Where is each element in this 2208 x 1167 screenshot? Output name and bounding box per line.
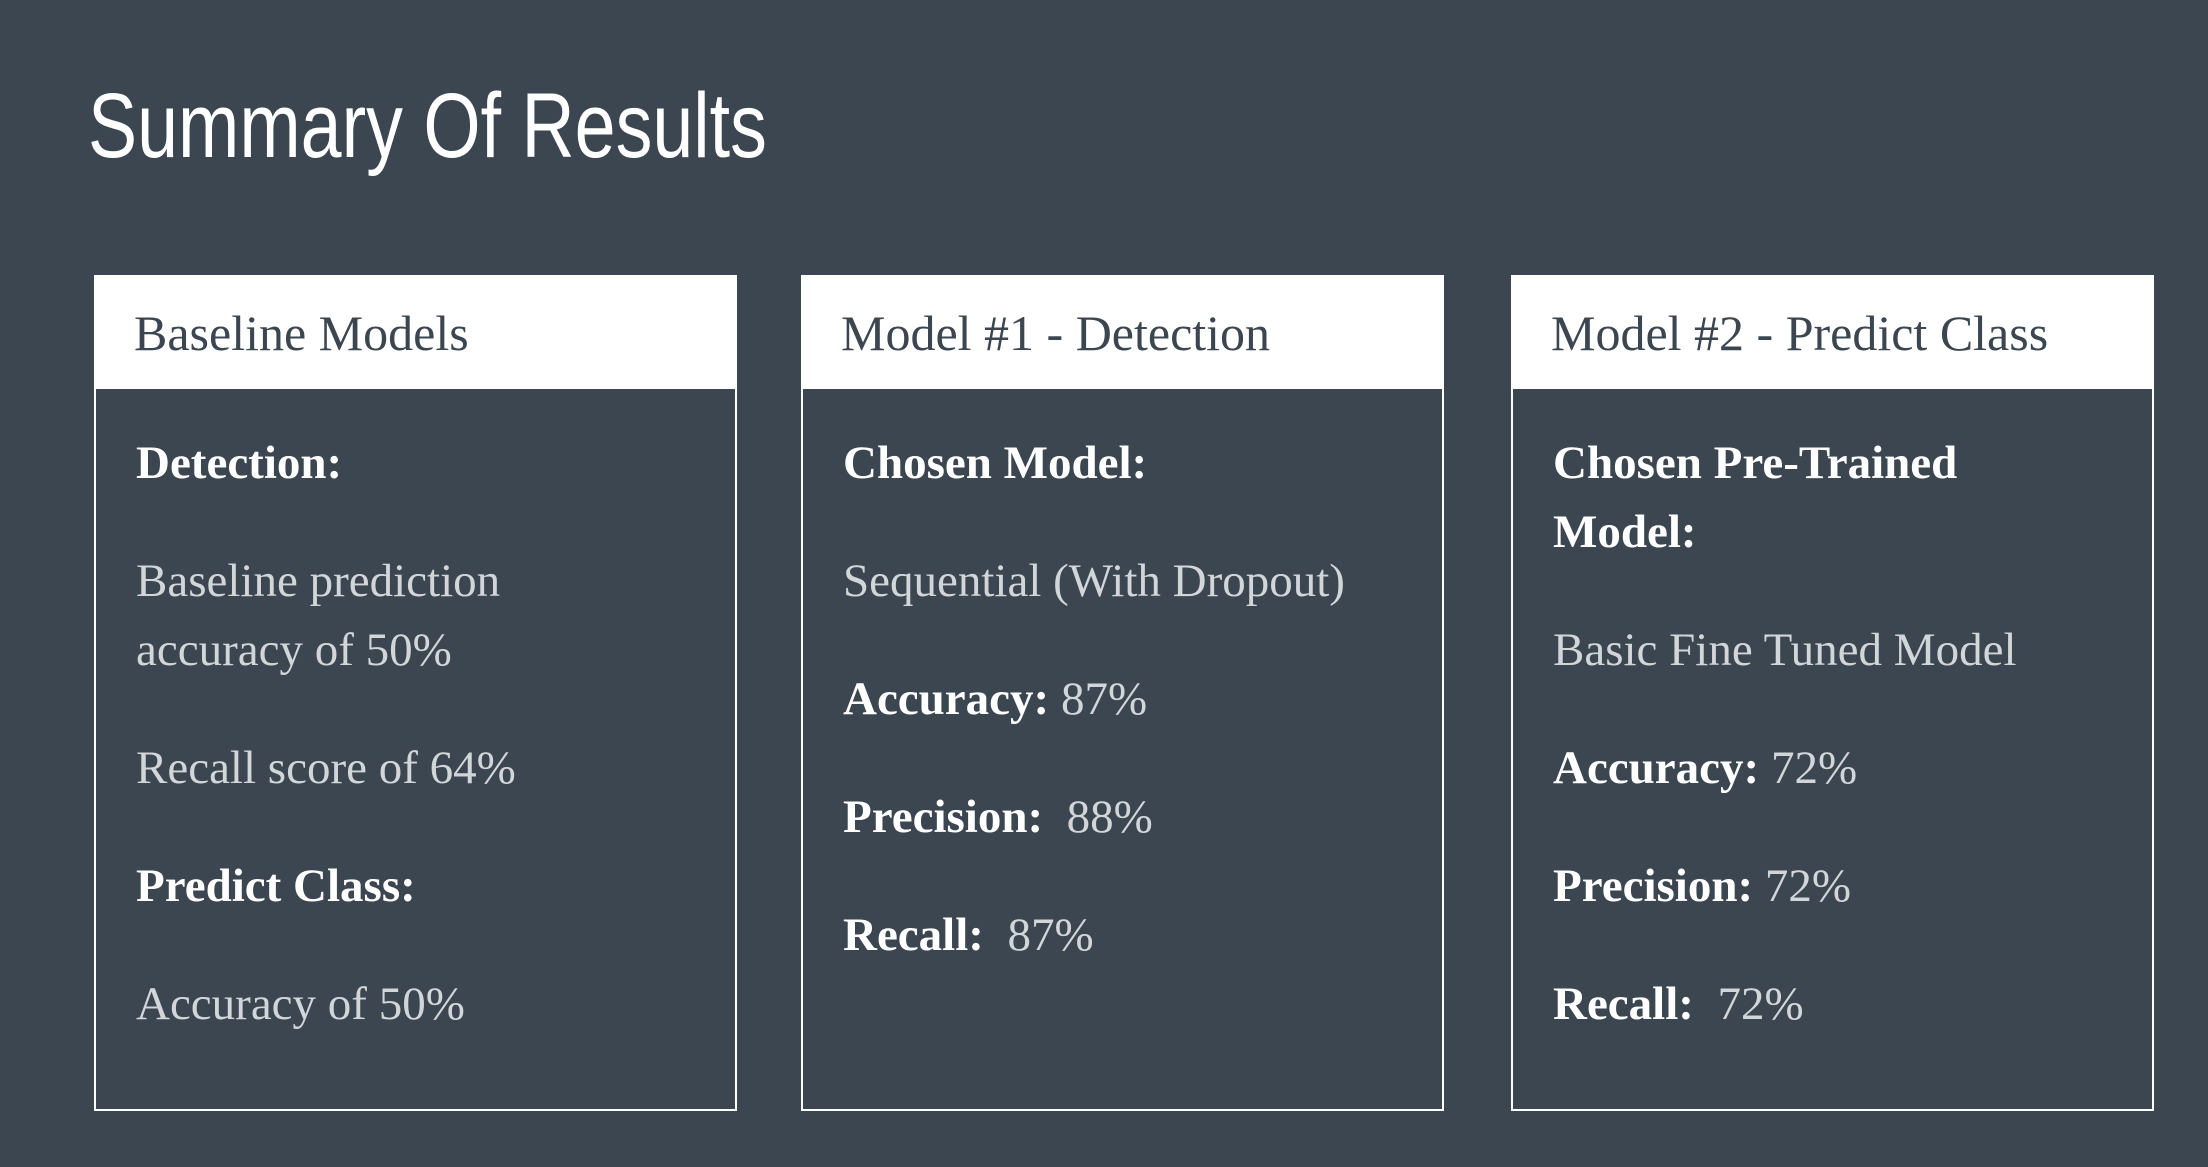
precision-label: Precision: — [843, 791, 1044, 843]
accuracy-label: Accuracy: — [843, 673, 1050, 725]
slide-title: Summary Of Results — [88, 75, 767, 177]
recall-value: 87% — [983, 909, 1094, 961]
card-model-2-predict-class: Model #2 - Predict Class Chosen Pre-Trai… — [1511, 275, 2154, 1111]
card-baseline-models: Baseline Models Detection: Baseline pred… — [94, 275, 737, 1111]
chosen-model-value: Sequential (With Dropout) — [843, 555, 1345, 607]
chosen-pretrained-model-label: Chosen Pre-Trained Model: — [1553, 437, 1958, 558]
accuracy-label: Accuracy: — [1553, 742, 1760, 794]
precision-label: Precision: — [1553, 860, 1754, 912]
accuracy-row: Accuracy: 87% — [843, 665, 1404, 734]
recall-row: Recall: 87% — [843, 901, 1404, 970]
recall-label: Recall: — [1553, 978, 1694, 1030]
card-header: Baseline Models — [96, 277, 735, 389]
precision-row: Precision: 88% — [843, 783, 1404, 852]
card-body: Detection: Baseline prediction accuracy … — [96, 389, 735, 1039]
card-body: Chosen Model: Sequential (With Dropout) … — [803, 389, 1442, 970]
card-header: Model #2 - Predict Class — [1513, 277, 2152, 389]
recall-label: Recall: — [843, 909, 984, 961]
card-title: Baseline Models — [134, 305, 469, 361]
detection-accuracy-text: Baseline prediction accuracy of 50% — [136, 555, 501, 676]
accuracy-value: 72% — [1759, 742, 1858, 794]
chosen-pretrained-model-value: Basic Fine Tuned Model — [1553, 624, 2017, 676]
precision-value: 72% — [1753, 860, 1852, 912]
accuracy-value: 87% — [1049, 673, 1148, 725]
chosen-model-label: Chosen Model: — [843, 437, 1148, 489]
precision-value: 88% — [1043, 791, 1153, 843]
predict-class-heading: Predict Class: — [136, 860, 416, 912]
card-title: Model #2 - Predict Class — [1551, 305, 2049, 361]
recall-value: 72% — [1693, 978, 1804, 1030]
card-body: Chosen Pre-Trained Model: Basic Fine Tun… — [1513, 389, 2152, 1039]
card-model-1-detection: Model #1 - Detection Chosen Model: Seque… — [801, 275, 1444, 1111]
predict-class-accuracy-text: Accuracy of 50% — [136, 978, 465, 1030]
card-header: Model #1 - Detection — [803, 277, 1442, 389]
precision-row: Precision: 72% — [1553, 852, 2114, 921]
detection-heading: Detection: — [136, 437, 343, 489]
recall-row: Recall: 72% — [1553, 970, 2114, 1039]
detection-recall-text: Recall score of 64% — [136, 742, 516, 794]
card-title: Model #1 - Detection — [841, 305, 1271, 361]
accuracy-row: Accuracy: 72% — [1553, 734, 2114, 803]
